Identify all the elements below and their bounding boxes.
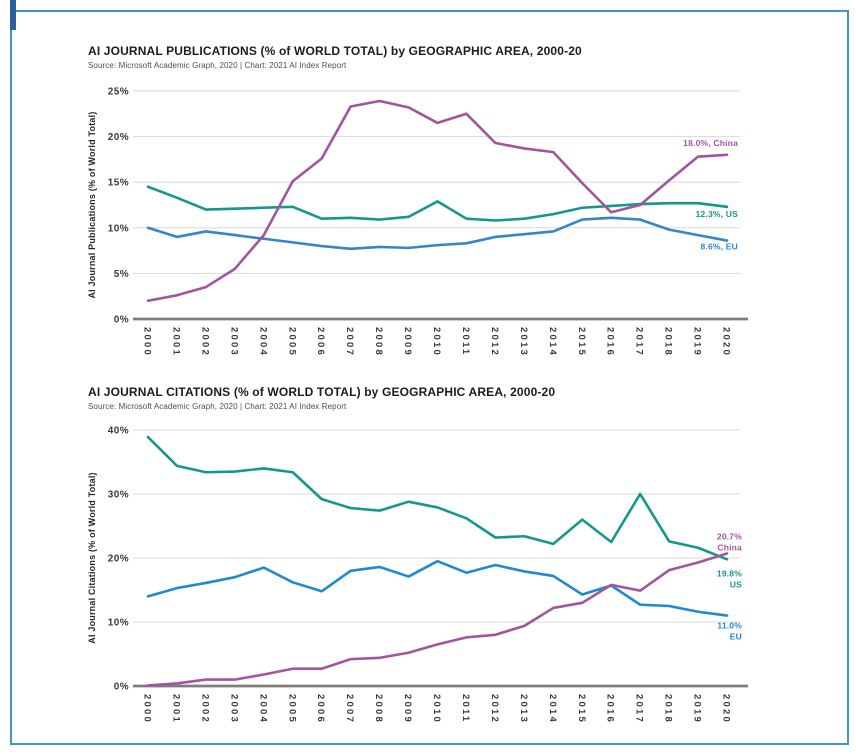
y-tick-label: 10% <box>108 618 129 629</box>
series-path-us <box>146 185 729 222</box>
end-label-text: 20.7% <box>717 532 742 542</box>
series-path-china <box>146 99 729 303</box>
x-tick-label: 2006 <box>315 327 326 357</box>
end-label-china: 20.7%China <box>717 532 742 553</box>
y-tick-label: 0% <box>114 315 129 326</box>
x-tick-label: 2009 <box>402 694 413 724</box>
x-tick-label: 2013 <box>518 327 529 357</box>
x-tick-label: 2013 <box>518 694 529 724</box>
x-tick-label: 2002 <box>199 694 210 724</box>
x-tick-label: 2001 <box>170 694 181 724</box>
x-tick-label: 2004 <box>257 327 268 357</box>
x-tick-label: 2012 <box>489 694 500 724</box>
x-tick-label: 2015 <box>576 694 587 724</box>
x-tick-label: 2016 <box>605 327 616 357</box>
end-label-china: 18.0%, China <box>683 138 738 148</box>
y-axis-title: AI Journal Citations (% of World Total) <box>87 472 97 643</box>
y-tick-label: 0% <box>114 682 129 693</box>
x-tick-label: 2000 <box>142 327 153 357</box>
citations-chart-title: AI JOURNAL CITATIONS (% of WORLD TOTAL) … <box>88 385 556 399</box>
series-line-eu <box>146 216 729 251</box>
x-tick-label: 2004 <box>257 694 268 724</box>
y-tick-label: 30% <box>108 490 129 501</box>
y-tick-label: 25% <box>108 87 129 98</box>
y-tick-labels: 0% 10% 20% 30% 40% <box>108 426 129 693</box>
corner-mark <box>10 0 16 30</box>
series-line-eu <box>146 559 729 617</box>
series-path-china <box>146 552 729 687</box>
series-line-us <box>146 435 729 561</box>
y-axis-title-text: AI Journal Citations (% of World Total) <box>87 472 97 643</box>
publications-chart-source: Source: Microsoft Academic Graph, 2020 |… <box>88 61 347 70</box>
x-tick-label: 2010 <box>431 694 442 724</box>
y-tick-label: 20% <box>108 554 129 565</box>
x-tick-label: 2011 <box>460 327 471 356</box>
x-tick-label: 2015 <box>576 327 587 357</box>
x-tick-label: 2005 <box>286 327 297 357</box>
end-label-text: 12.3%, US <box>696 209 739 219</box>
end-label-us: 12.3%, US <box>696 209 739 219</box>
x-tick-label: 2008 <box>373 327 384 357</box>
end-label-text: 19.8% <box>717 568 742 578</box>
citations-line-chart: 0%10%20%30%40%2000 2001 2002 2003 2004 2005 20… <box>87 426 748 724</box>
x-tick-labels: 2000 2001 2002 2003 2004 2005 2006 2007 2008 2009… <box>142 694 732 724</box>
publications-chart-title: AI JOURNAL PUBLICATIONS (% of WORLD TOTA… <box>88 44 582 58</box>
x-tick-label: 2009 <box>402 327 413 357</box>
gridlines <box>133 90 748 321</box>
x-tick-label: 2018 <box>663 694 674 724</box>
series-line-us <box>146 185 729 222</box>
series-path-eu <box>146 559 729 617</box>
series-path-eu <box>146 216 729 251</box>
end-label-text: 11.0% <box>717 621 742 631</box>
x-tick-label: 2012 <box>489 327 500 357</box>
x-tick-label: 2003 <box>228 694 239 724</box>
end-label-eu: 8.6%, EU <box>700 242 738 252</box>
y-tick-label: 20% <box>108 132 129 143</box>
x-tick-label: 2010 <box>431 327 442 357</box>
x-tick-label: 2020 <box>721 694 732 724</box>
x-tick-labels: 2000 2001 2002 2003 2004 2005 2006 2007 2008 2009… <box>142 327 732 357</box>
x-tick-label: 2007 <box>344 694 355 724</box>
x-tick-label: 2008 <box>373 694 384 724</box>
x-tick-label: 2016 <box>605 694 616 724</box>
x-tick-label: 2006 <box>315 694 326 724</box>
x-tick-label: 2001 <box>170 327 181 357</box>
x-tick-label: 2003 <box>228 327 239 357</box>
y-tick-label: 5% <box>114 269 129 280</box>
end-label-text: US <box>730 579 742 589</box>
x-tick-label: 2019 <box>692 327 703 357</box>
end-label-eu: 11.0%EU <box>717 621 742 642</box>
x-tick-label: 2018 <box>663 327 674 357</box>
x-tick-label: 2005 <box>286 694 297 724</box>
x-tick-label: 2020 <box>721 327 732 357</box>
x-tick-label: 2014 <box>547 694 558 724</box>
x-tick-label: 2000 <box>142 694 153 724</box>
y-tick-label: 15% <box>108 178 129 189</box>
end-label-us: 19.8%US <box>717 568 742 589</box>
citations-chart-source: Source: Microsoft Academic Graph, 2020 |… <box>88 402 347 411</box>
end-label-text: 18.0%, China <box>683 138 738 148</box>
end-label-text: China <box>717 543 742 553</box>
x-tick-label: 2019 <box>692 694 703 724</box>
end-label-text: EU <box>730 632 742 642</box>
x-tick-label: 2011 <box>460 694 471 723</box>
y-tick-label: 40% <box>108 426 129 437</box>
y-tick-labels: 0% 5% 10% 15% 20% 25% <box>108 87 129 326</box>
y-axis-title-text: AI Journal Publications (% of World Tota… <box>87 111 97 298</box>
y-tick-label: 10% <box>108 223 129 234</box>
x-tick-label: 2014 <box>547 327 558 357</box>
series-path-us <box>146 435 729 561</box>
series-line-china <box>146 552 729 687</box>
end-label-text: 8.6%, EU <box>700 242 738 252</box>
x-tick-label: 2007 <box>344 327 355 357</box>
y-axis-title: AI Journal Publications (% of World Tota… <box>87 111 97 298</box>
series-line-china <box>146 99 729 303</box>
x-tick-label: 2017 <box>634 327 645 357</box>
gridlines <box>133 429 748 688</box>
x-tick-label: 2002 <box>199 327 210 357</box>
publications-line-chart: 0% 5% 10% 15% 20% 25% 2000 2001 2002 2003 2004 2005… <box>87 87 748 357</box>
x-tick-label: 2017 <box>634 694 645 724</box>
